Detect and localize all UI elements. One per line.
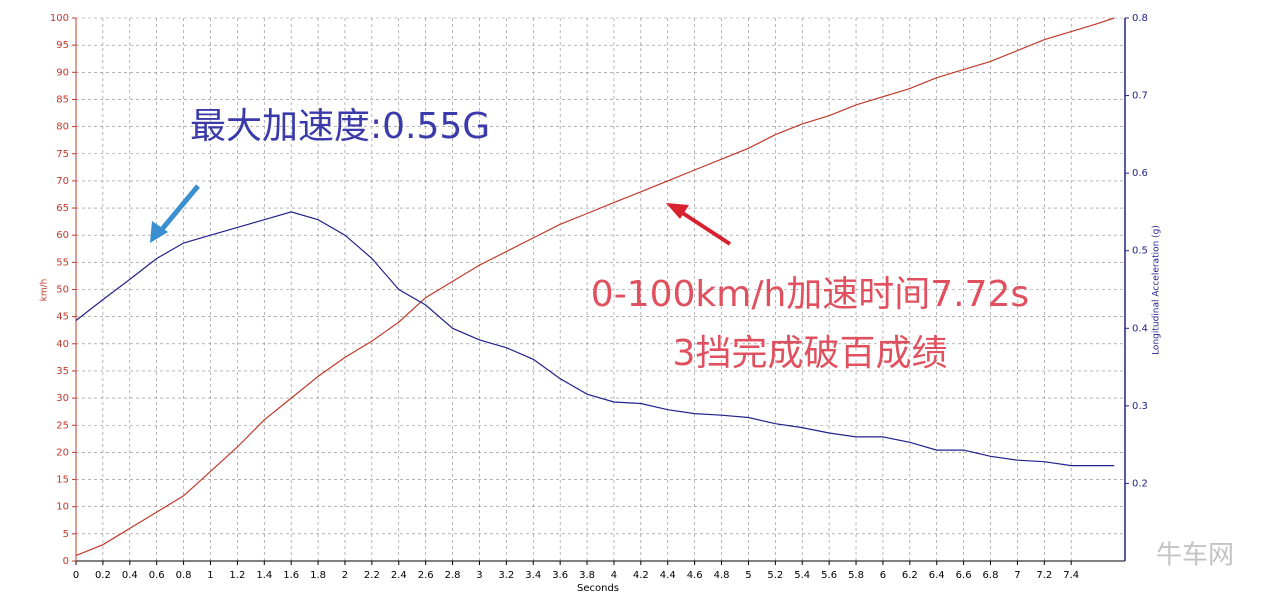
x-tick-label: 2	[342, 570, 348, 581]
y-axis-label: km/h	[40, 279, 50, 302]
x-tick-label: 5.4	[794, 570, 810, 581]
arrow-head	[666, 203, 689, 219]
y-tick-label: 40	[56, 339, 69, 350]
x-tick-label: 3.8	[579, 570, 595, 581]
arrow	[150, 184, 200, 243]
y-tick-label: 100	[50, 13, 69, 24]
y-tick-label: 30	[56, 393, 69, 404]
x-tick-label: 0.4	[122, 570, 138, 581]
x-tick-label: 0.6	[149, 570, 165, 581]
x-tick-label: 7.2	[1036, 570, 1052, 581]
x-tick-label: 3.4	[525, 570, 541, 581]
y-tick-label: 25	[56, 420, 69, 431]
x-tick-label: 0.8	[176, 570, 192, 581]
y-tick-label: 75	[56, 149, 69, 160]
x-tick-label: 4	[611, 570, 617, 581]
annotation: 最大加速度:0.55G	[190, 106, 490, 147]
x-tick-label: 4.8	[714, 570, 730, 581]
y-tick-label: 10	[56, 502, 69, 513]
y-tick-label: 80	[56, 122, 69, 133]
x-tick-label: 3	[476, 570, 482, 581]
y-tick-label: 20	[56, 447, 69, 458]
annotation: 0-100km/h加速时间7.72s	[591, 274, 1029, 315]
arrow-head	[150, 221, 168, 243]
x-tick-label: 6	[880, 570, 886, 581]
x-tick-label: 7	[1014, 570, 1020, 581]
line-series	[75, 211, 1115, 467]
y2-tick-label: 0.7	[1132, 91, 1148, 102]
x-tick-label: 6.4	[929, 570, 945, 581]
annotation: 3挡完成破百成绩	[673, 333, 948, 374]
x-tick-label: 0.2	[95, 570, 111, 581]
y-tick-label: 45	[56, 312, 69, 323]
x-tick-label: 5.6	[821, 570, 837, 581]
y-tick-label: 0	[63, 556, 69, 567]
x-axis-label: Seconds	[577, 583, 619, 594]
y2-tick-label: 0.5	[1132, 246, 1148, 257]
x-tick-label: 6.6	[956, 570, 972, 581]
x-tick-label: 5.8	[848, 570, 864, 581]
x-tick-label: 2.2	[364, 570, 380, 581]
x-tick-label: 2.8	[445, 570, 461, 581]
watermark: 牛车网	[1156, 541, 1234, 571]
y-tick-label: 15	[56, 475, 69, 486]
y-tick-label: 60	[56, 230, 69, 241]
x-tick-label: 3.6	[552, 570, 568, 581]
y-tick-label: 5	[63, 529, 69, 540]
y-tick-label: 65	[56, 203, 69, 214]
y-tick-label: 95	[56, 40, 69, 51]
y2-tick-label: 0.6	[1132, 168, 1148, 179]
x-tick-label: 1.8	[310, 570, 326, 581]
y-tick-label: 35	[56, 366, 69, 377]
arrow	[666, 203, 732, 246]
arrow-shaft	[676, 208, 732, 246]
arrow-shaft	[156, 184, 200, 236]
x-tick-label: 4.2	[633, 570, 649, 581]
x-tick-label: 2.6	[418, 570, 434, 581]
x-tick-label: 4.6	[687, 570, 703, 581]
x-tick-label: 6.2	[902, 570, 918, 581]
x-tick-label: 7.4	[1063, 570, 1079, 581]
y2-tick-label: 0.8	[1132, 13, 1148, 24]
y-tick-label: 55	[56, 257, 69, 268]
x-tick-label: 1.4	[256, 570, 272, 581]
x-tick-label: 5.2	[767, 570, 783, 581]
x-tick-label: 3.2	[498, 570, 514, 581]
x-tick-label: 6.8	[983, 570, 999, 581]
line-series	[75, 17, 1115, 557]
y2-tick-label: 0.3	[1132, 401, 1148, 412]
x-tick-label: 1.2	[229, 570, 245, 581]
y-tick-label: 70	[56, 176, 69, 187]
y2-tick-label: 0.4	[1132, 323, 1148, 334]
x-tick-label: 1	[207, 570, 213, 581]
x-tick-label: 1.6	[283, 570, 299, 581]
x-tick-label: 4.4	[660, 570, 676, 581]
y-tick-label: 85	[56, 94, 69, 105]
x-tick-label: 2.4	[391, 570, 407, 581]
x-tick-label: 5	[745, 570, 751, 581]
y-tick-label: 90	[56, 67, 69, 78]
x-tick-label: 0	[73, 570, 79, 581]
y-tick-label: 50	[56, 285, 69, 296]
y2-tick-label: 0.2	[1132, 478, 1148, 489]
grid	[75, 17, 1125, 562]
y2-axis-label: Longitudinal Acceleration (g)	[1152, 225, 1162, 355]
